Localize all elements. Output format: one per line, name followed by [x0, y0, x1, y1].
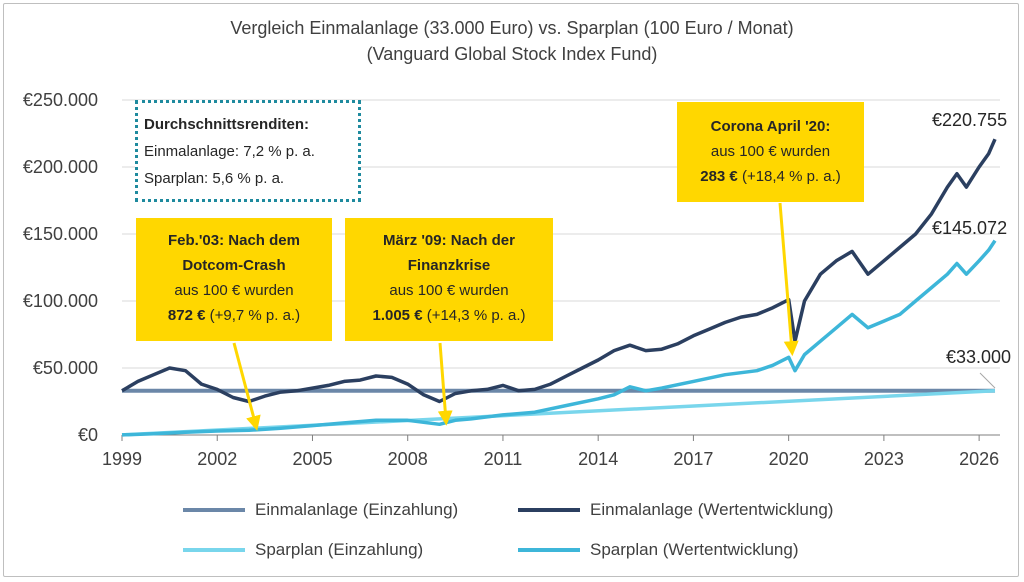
x-tick-label: 2020 — [769, 449, 809, 469]
legend-swatch-savings-plan-deposit — [183, 548, 245, 552]
annotation-feb-2003-text: aus 100 € wurden — [174, 282, 294, 299]
x-tick-label: 2023 — [864, 449, 904, 469]
annotation-feb-2003: Feb.'03: Nach dem Dotcom-Crash aus 100 €… — [136, 218, 332, 341]
annotation-mar-2009-subtitle: Finanzkrise — [407, 257, 491, 274]
legend-item-lump-sum-deposit: Einmalanlage (Einzahlung) — [183, 500, 458, 520]
y-tick-label: €0 — [78, 425, 98, 445]
arrow-mar-2009 — [437, 342, 453, 426]
end-label-leader-line — [979, 372, 996, 389]
annotation-feb-2003-result: 872 € (+9,7 % p. a.) — [136, 303, 332, 328]
annotation-apr-2020-title: Corona April '20: — [710, 118, 831, 135]
annotation-feb-2003-subtitle: Dotcom-Crash — [182, 257, 286, 274]
end-label-lump-sum-value: €220.755 — [932, 110, 1008, 130]
legend-label-savings-plan-performance: Sparplan (Wertentwicklung) — [590, 540, 799, 559]
annotation-mar-2009-value: 1.005 € — [372, 307, 423, 324]
x-tick-label: 2026 — [959, 449, 999, 469]
annotation-apr-2020: Corona April '20: aus 100 € wurden 283 €… — [677, 102, 864, 202]
average-returns-box: Durchschnittsrenditen: Einmalanlage: 7,2… — [135, 100, 361, 202]
annotation-apr-2020-result: 283 € (+18,4 % p. a.) — [677, 164, 864, 189]
legend-swatch-lump-sum-deposit — [183, 508, 245, 512]
annotation-apr-2020-rate: (+18,4 % p. a.) — [737, 168, 841, 185]
legend-label-lump-sum-deposit: Einmalanlage (Einzahlung) — [255, 500, 459, 519]
y-tick-label: €100.000 — [23, 291, 98, 311]
x-tick-label: 2017 — [673, 449, 713, 469]
legend-label-lump-sum-performance: Einmalanlage (Wertentwicklung) — [590, 500, 834, 519]
annotation-apr-2020-value: 283 € — [700, 168, 738, 185]
arrow-feb-2003 — [232, 342, 261, 431]
average-returns-savings-plan: Sparplan: 5,6 % p. a. — [144, 170, 285, 187]
y-tick-label: €150.000 — [23, 224, 98, 244]
annotation-feb-2003-rate: (+9,7 % p. a.) — [205, 307, 301, 324]
legend-swatch-savings-plan-performance — [518, 548, 580, 552]
end-label-deposit-value: €33.000 — [946, 347, 1012, 367]
legend-item-savings-plan-deposit: Sparplan (Einzahlung) — [183, 540, 423, 560]
legend-item-lump-sum-performance: Einmalanlage (Wertentwicklung) — [518, 500, 833, 520]
average-returns-heading: Durchschnittsrenditen: — [144, 116, 310, 133]
y-tick-label: €50.000 — [33, 358, 98, 378]
annotation-mar-2009-rate: (+14,3 % p. a.) — [422, 307, 526, 324]
x-tick-label: 1999 — [102, 449, 142, 469]
annotation-mar-2009-text: aus 100 € wurden — [389, 282, 509, 299]
x-tick-label: 2011 — [484, 449, 523, 469]
annotation-feb-2003-title: Feb.'03: Nach dem — [168, 232, 300, 249]
y-tick-label: €250.000 — [23, 90, 98, 110]
annotation-feb-2003-value: 872 € — [167, 307, 206, 324]
series-line-lump-sum-performance — [121, 138, 997, 404]
legend-item-savings-plan-performance: Sparplan (Wertentwicklung) — [518, 540, 799, 560]
chart-title-line-2: (Vanguard Global Stock Index Fund) — [366, 44, 658, 64]
end-label-savings-plan-value: €145.072 — [932, 218, 1008, 238]
annotation-mar-2009: März '09: Nach der Finanzkrise aus 100 €… — [345, 218, 553, 341]
annotation-apr-2020-text: aus 100 € wurden — [710, 143, 831, 160]
x-tick-label: 2002 — [197, 449, 237, 469]
chart-frame — [3, 3, 1019, 577]
average-returns-lump-sum: Einmalanlage: 7,2 % p. a. — [144, 143, 315, 160]
y-tick-label: €200.000 — [23, 157, 98, 177]
annotation-mar-2009-title: März '09: Nach der — [383, 232, 515, 249]
x-tick-label: 2005 — [292, 449, 332, 469]
arrow-apr-2020 — [778, 202, 799, 357]
series-line-savings-plan-performance — [121, 239, 997, 437]
legend-label-savings-plan-deposit: Sparplan (Einzahlung) — [255, 540, 424, 559]
x-tick-label: 2014 — [578, 449, 618, 469]
chart-title-line-1: Vergleich Einmalanlage (33.000 Euro) vs.… — [230, 18, 794, 38]
legend-swatch-lump-sum-performance — [518, 508, 580, 512]
annotation-mar-2009-result: 1.005 € (+14,3 % p. a.) — [345, 303, 553, 328]
x-tick-label: 2008 — [388, 449, 428, 469]
